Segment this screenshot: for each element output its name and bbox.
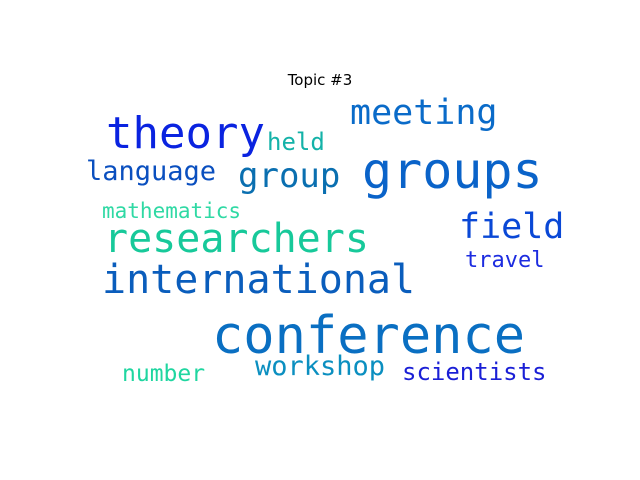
word-scientists: scientists <box>402 358 547 386</box>
word-researchers: researchers <box>104 216 369 262</box>
word-groups: groups <box>362 142 543 200</box>
word-conference: conference <box>212 306 525 366</box>
word-meeting: meeting <box>350 93 498 133</box>
word-held: held <box>267 128 325 156</box>
word-theory: theory <box>106 108 265 159</box>
chart-title: Topic #3 <box>287 71 353 89</box>
word-group: conference groups theory researchersinterna… <box>86 93 564 387</box>
word-mathematics: mathematics <box>102 199 241 223</box>
word-international: international <box>102 257 415 303</box>
word-group: group <box>238 156 340 196</box>
word-language: language <box>86 156 216 187</box>
word-travel: travel <box>465 248 544 273</box>
word-field: field <box>459 207 564 247</box>
word-workshop: workshop <box>255 351 385 382</box>
word-number: number <box>122 361 205 387</box>
